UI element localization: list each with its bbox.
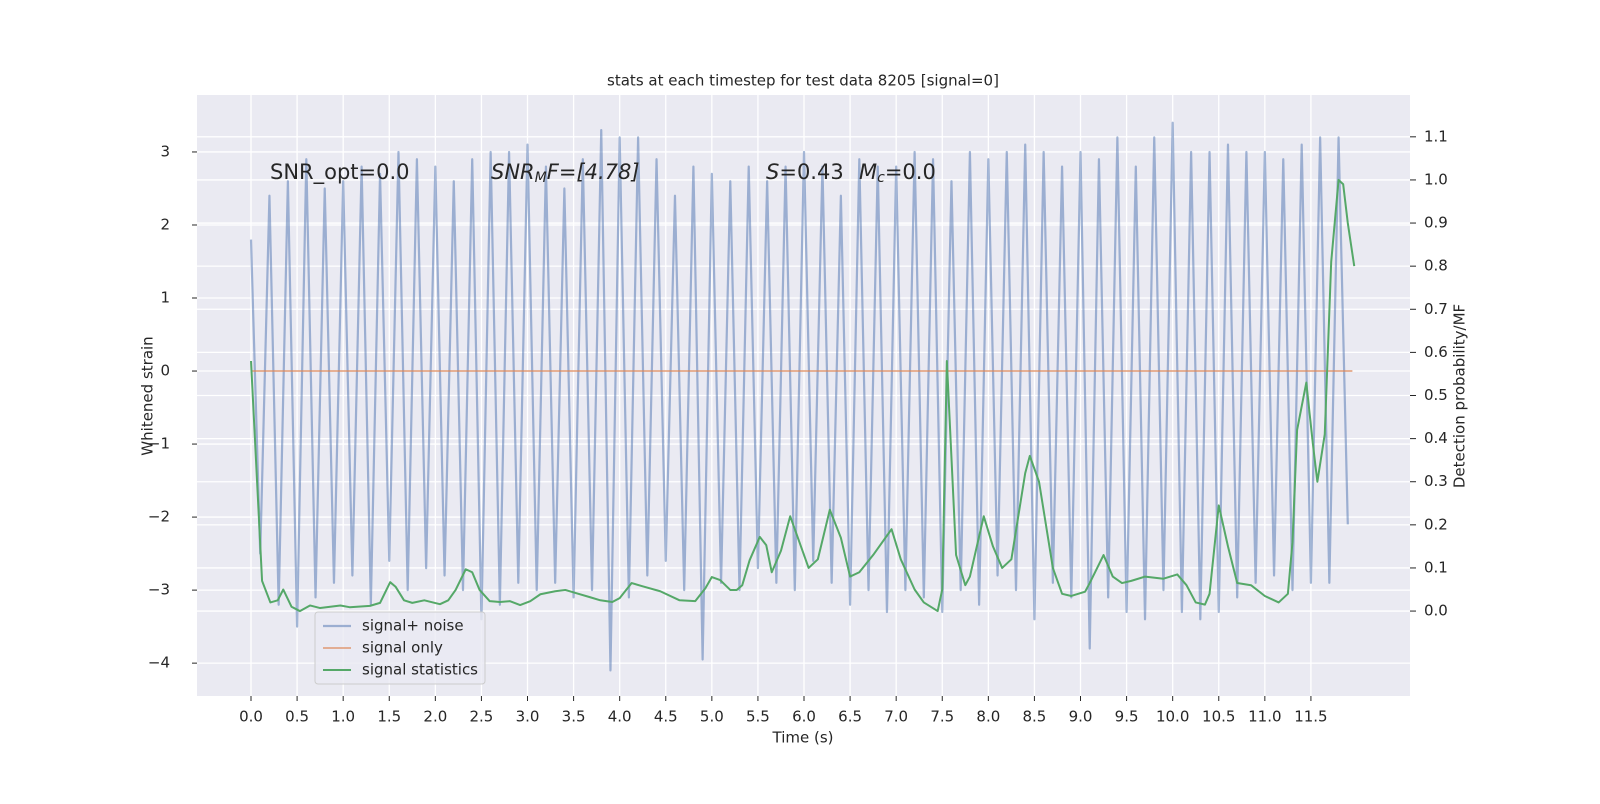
x-tick-label: 3.5 (562, 708, 586, 726)
x-tick-label: 5.5 (746, 708, 770, 726)
y2-axis-label: Detection probability/MF (1451, 304, 1469, 488)
x-tick-label: 2.5 (469, 708, 493, 726)
axes: 0.0 0.5 1.0 1.5 2.0 2.5 3.0 3.5 4.0 4.5 5.0 5.5 6.0 6… (148, 127, 1448, 725)
y2-tick-label: 1.0 (1424, 170, 1448, 188)
annotation-text: M (859, 160, 877, 184)
x-tick-label: 8.5 (1022, 708, 1046, 726)
y-tick-label: −1 (148, 435, 170, 453)
y2-tick-label: 0.7 (1424, 300, 1448, 318)
x-tick-label: 4.0 (608, 708, 632, 726)
y2-tick-label: 0.9 (1424, 214, 1448, 232)
annotation: SNR_opt=0.0 (270, 160, 410, 185)
y2-tick-label: 0.2 (1424, 515, 1448, 533)
series-line (250, 178, 1356, 613)
y-tick-label: 2 (160, 215, 170, 233)
legend-label: signal only (362, 639, 443, 657)
x-tick-label: 8.0 (976, 708, 1000, 726)
y2-tick-label: 0.4 (1424, 429, 1448, 447)
legend-label: signal statistics (362, 661, 478, 679)
annotation: Mc=0.0 (859, 160, 936, 186)
y2-tick-label: 0.5 (1424, 386, 1448, 404)
legend: signal+ noise signal only signal statistic… (314, 611, 486, 685)
annotation-text: =0.43 (779, 160, 843, 184)
x-tick-label: 0.5 (285, 708, 309, 726)
x-tick-label: 1.0 (331, 708, 355, 726)
annotation-text: S (766, 160, 779, 184)
x-tick-label: 6.0 (792, 708, 816, 726)
legend-box (314, 611, 486, 685)
annotation-subscript: c (877, 170, 885, 186)
x-tick-label: 0.0 (239, 708, 263, 726)
x-tick-label: 9.5 (1115, 708, 1139, 726)
x-tick-label: 10.5 (1202, 708, 1235, 726)
y2-tick-label: 0.0 (1424, 602, 1448, 620)
annotation-text: SNR (491, 160, 535, 184)
x-tick-label: 2.0 (423, 708, 447, 726)
x-tick-label: 11.5 (1294, 708, 1327, 726)
annotation-text: F=[4.78] (547, 160, 640, 184)
legend-label: signal+ noise (362, 617, 464, 635)
annotation-text: =0.0 (885, 160, 936, 184)
x-tick-label: 11.0 (1248, 708, 1281, 726)
x-tick-label: 9.0 (1069, 708, 1093, 726)
y2-tick-label: 1.1 (1424, 127, 1448, 145)
y-tick-label: 1 (160, 289, 170, 307)
annotation-text: SNR_opt=0.0 (270, 160, 410, 185)
chart-title: stats at each timestep for test data 820… (607, 72, 999, 90)
series-layer (249, 121, 1356, 672)
y-tick-label: −4 (148, 654, 170, 672)
x-tick-label: 10.0 (1156, 708, 1189, 726)
y-tick-label: 3 (160, 142, 170, 160)
x-axis-label: Time (s) (772, 729, 834, 747)
x-tick-label: 5.0 (700, 708, 724, 726)
y-axis-label: Whitened strain (139, 336, 157, 455)
y-tick-label: −3 (148, 581, 170, 599)
x-tick-label: 6.5 (838, 708, 862, 726)
annotation-subscript: M (535, 170, 547, 186)
x-tick-label: 3.0 (516, 708, 540, 726)
y2-tick-label: 0.8 (1424, 257, 1448, 275)
y-tick-label: −2 (148, 508, 170, 526)
annotation: SNRMF=[4.78] (491, 160, 640, 186)
y2-tick-label: 0.6 (1424, 343, 1448, 361)
y-tick-label: 0 (160, 362, 170, 380)
y2-tick-label: 0.3 (1424, 472, 1448, 490)
x-tick-label: 7.5 (930, 708, 954, 726)
x-tick-label: 7.0 (884, 708, 908, 726)
annotation: S=0.43 (766, 160, 844, 184)
x-tick-label: 4.5 (654, 708, 678, 726)
x-tick-label: 1.5 (377, 708, 401, 726)
y2-tick-label: 0.1 (1424, 558, 1448, 576)
